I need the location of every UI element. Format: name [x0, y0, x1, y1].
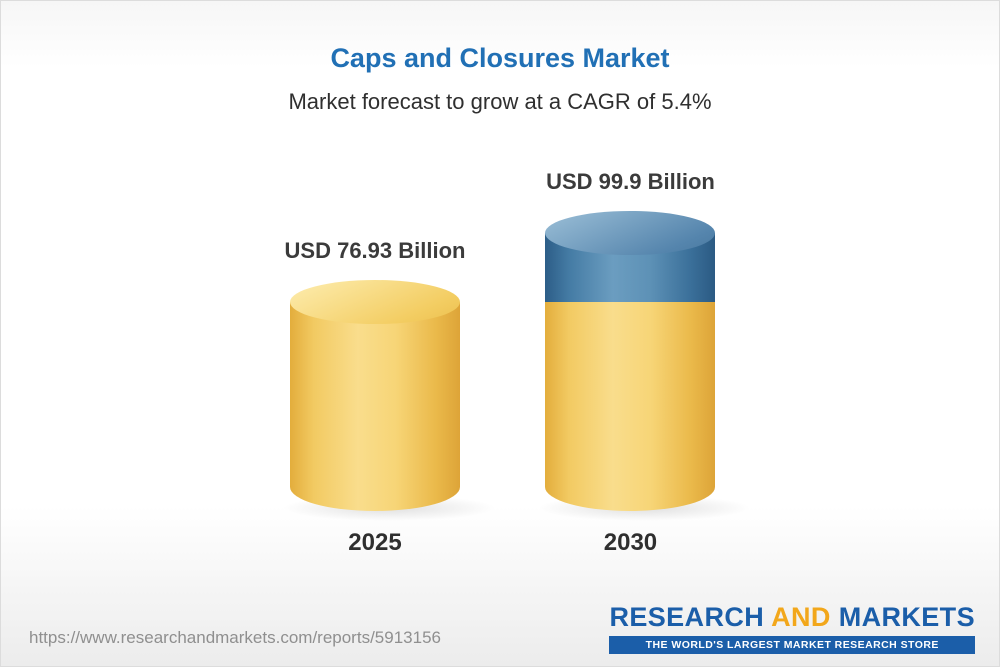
logo-wordmark: RESEARCH AND MARKETS	[609, 602, 975, 633]
chart-subtitle: Market forecast to grow at a CAGR of 5.4…	[288, 89, 712, 114]
logo-word-and: AND	[771, 602, 831, 632]
cylinder-body-2030	[545, 302, 716, 511]
value-label-2030: USD 99.9 Billion	[546, 169, 715, 194]
bar-group-2030: USD 99.9 Billion 2030	[537, 169, 752, 557]
cylinder-top-2030	[545, 211, 716, 255]
logo-tagline: THE WORLD'S LARGEST MARKET RESEARCH STOR…	[609, 636, 975, 654]
value-label-2025: USD 76.93 Billion	[284, 238, 466, 263]
logo-word-markets: MARKETS	[838, 602, 975, 632]
cylinder-body-2025	[289, 302, 460, 511]
category-label-2025: 2025	[348, 529, 402, 556]
category-label-2030: 2030	[603, 529, 658, 556]
cylinder-top-2025	[289, 280, 460, 324]
bar-group-2025: USD 76.93 Billion 2025	[281, 238, 496, 557]
logo-word-research: RESEARCH	[609, 602, 765, 632]
research-and-markets-logo: RESEARCH AND MARKETS THE WORLD'S LARGEST…	[609, 602, 975, 654]
chart-title: Caps and Closures Market	[330, 43, 670, 73]
bars-row: USD 76.93 Billion 2025 USD 99.9 Billion …	[1, 169, 999, 557]
cylinder-2030	[537, 211, 752, 521]
report-url: https://www.researchandmarkets.com/repor…	[29, 628, 441, 647]
cylinder-2025	[281, 280, 496, 521]
